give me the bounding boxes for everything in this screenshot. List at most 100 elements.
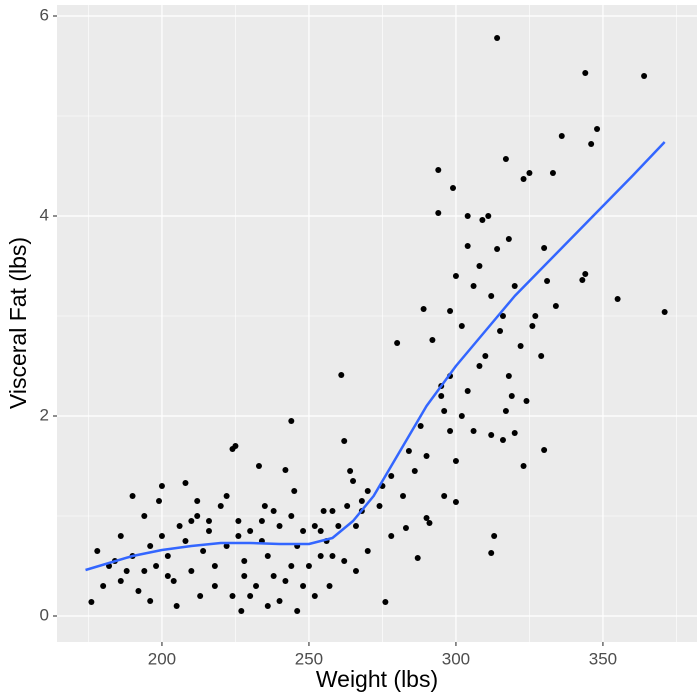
point [135, 588, 142, 594]
point [164, 573, 171, 579]
point [435, 210, 442, 216]
point [238, 608, 245, 614]
point [594, 126, 601, 132]
point [502, 156, 509, 162]
point [458, 323, 465, 329]
point [452, 458, 459, 464]
point [394, 340, 401, 346]
point [582, 70, 589, 76]
point [417, 423, 424, 429]
point [558, 133, 565, 139]
x-tick-label: 350 [589, 649, 617, 668]
point [241, 573, 248, 579]
point [300, 583, 307, 589]
point [347, 468, 354, 474]
point [305, 563, 312, 569]
point [470, 283, 477, 289]
point [241, 558, 248, 564]
point [488, 550, 495, 556]
point [482, 353, 489, 359]
point [588, 141, 595, 147]
point [352, 523, 359, 529]
point [282, 467, 289, 473]
point [661, 309, 668, 315]
point [464, 213, 471, 219]
point [414, 555, 421, 561]
point [229, 446, 236, 452]
point [147, 543, 154, 549]
point [291, 488, 298, 494]
point [435, 167, 442, 173]
point [117, 578, 124, 584]
point [538, 353, 545, 359]
point [520, 463, 527, 469]
point [382, 599, 389, 605]
point [288, 418, 295, 424]
x-tick-label: 250 [295, 649, 323, 668]
point [117, 533, 124, 539]
point [147, 598, 154, 604]
point [288, 513, 295, 519]
point [288, 563, 295, 569]
point [485, 213, 492, 219]
point [188, 518, 195, 524]
point [505, 373, 512, 379]
point [441, 493, 448, 499]
x-tick-label: 300 [442, 649, 470, 668]
point [423, 515, 430, 521]
point [317, 528, 324, 534]
point [311, 593, 318, 599]
point [329, 508, 336, 514]
point [282, 578, 289, 584]
point [317, 553, 324, 559]
point [326, 583, 333, 589]
x-axis-title: Weight (lbs) [316, 666, 438, 692]
point [458, 413, 465, 419]
point [402, 525, 409, 531]
point [376, 503, 383, 509]
point [452, 499, 459, 505]
point [541, 447, 548, 453]
point [388, 533, 395, 539]
point [335, 523, 342, 529]
smooth-line [85, 141, 666, 572]
point [329, 553, 336, 559]
point [508, 393, 515, 399]
point [470, 428, 477, 434]
point [223, 493, 230, 499]
point [520, 176, 527, 182]
y-axis-title: Visceral Fat (lbs) [5, 237, 31, 409]
point [614, 296, 621, 302]
point [420, 306, 427, 312]
point [491, 533, 498, 539]
point [352, 568, 359, 574]
point [579, 277, 586, 283]
point [441, 408, 448, 414]
point [541, 245, 548, 251]
point [405, 448, 412, 454]
point [549, 170, 556, 176]
point [205, 518, 212, 524]
point [129, 493, 136, 499]
point [511, 283, 518, 289]
point [426, 520, 433, 526]
point [464, 243, 471, 249]
point [261, 503, 268, 509]
y-tick-label: 4 [40, 205, 49, 224]
point [447, 308, 454, 314]
point [294, 608, 301, 614]
point [205, 528, 212, 534]
point [270, 573, 277, 579]
point [411, 468, 418, 474]
point [311, 523, 318, 529]
point [235, 518, 242, 524]
point [141, 568, 148, 574]
point [173, 603, 180, 609]
point [320, 508, 327, 514]
point [529, 323, 536, 329]
point [300, 528, 307, 534]
point [158, 483, 165, 489]
point [350, 478, 357, 484]
point [494, 35, 501, 41]
